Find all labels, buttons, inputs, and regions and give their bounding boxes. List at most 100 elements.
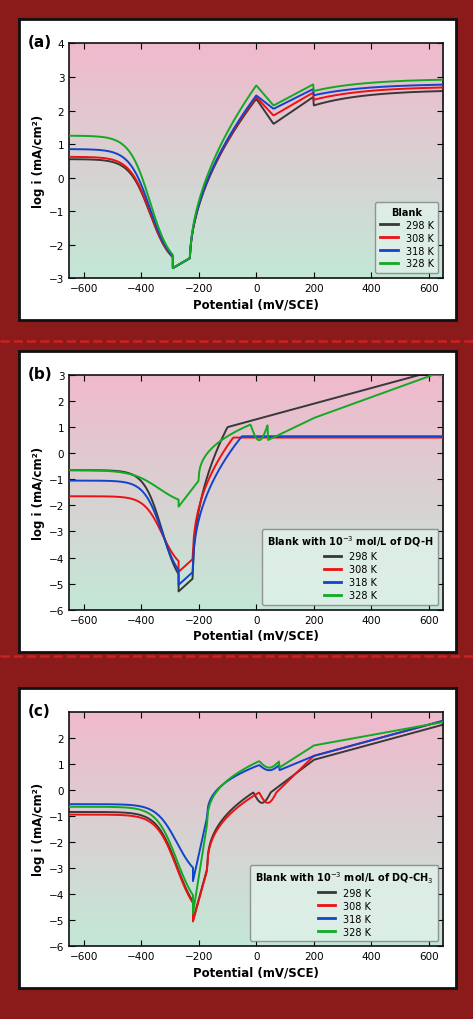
308 K [66,152,72,164]
328 K [170,263,175,275]
Line: 308 K: 308 K [69,438,443,573]
298 K [190,914,196,926]
328 K [139,170,144,182]
328 K [346,79,352,92]
Legend: 298 K, 308 K, 318 K, 328 K: 298 K, 308 K, 318 K, 328 K [263,529,438,605]
328 K [323,738,328,750]
318 K [66,144,72,156]
308 K [353,739,359,751]
318 K [287,431,293,443]
Line: 328 K: 328 K [69,722,443,914]
298 K [66,154,72,166]
298 K [152,818,158,830]
328 K [313,86,319,98]
X-axis label: Potential (mV/SCE): Potential (mV/SCE) [193,965,319,978]
318 K [224,451,230,464]
328 K [317,739,323,751]
308 K [287,432,293,444]
Text: (b): (b) [27,367,53,381]
328 K [353,732,359,744]
Text: (a): (a) [27,36,52,50]
328 K [236,766,242,779]
318 K [139,179,144,192]
328 K [348,399,354,412]
Y-axis label: log i (mA/cm²): log i (mA/cm²) [32,783,45,875]
298 K [236,797,242,809]
308 K [66,490,72,502]
298 K [348,388,354,400]
308 K [236,801,242,813]
298 K [440,86,446,98]
308 K [139,184,144,197]
308 K [307,90,313,102]
Line: 328 K: 328 K [69,376,443,507]
Line: 328 K: 328 K [69,81,443,269]
328 K [176,501,182,514]
Legend: 298 K, 308 K, 318 K, 328 K: 298 K, 308 K, 318 K, 328 K [376,203,438,274]
318 K [66,798,72,810]
318 K [152,807,158,819]
328 K [219,137,225,149]
318 K [239,431,245,443]
328 K [440,74,446,87]
308 K [310,432,316,444]
328 K [283,94,289,106]
298 K [353,743,359,755]
328 K [142,475,148,487]
318 K [219,144,225,156]
Line: 298 K: 298 K [69,725,443,920]
Text: (c): (c) [27,703,51,717]
Line: 298 K: 298 K [69,92,443,269]
308 K [440,83,446,95]
Line: 318 K: 318 K [69,437,443,585]
308 K [323,747,328,759]
298 K [317,752,323,764]
318 K [317,748,323,760]
318 K [142,489,148,501]
298 K [417,370,422,382]
328 K [307,81,313,93]
318 K [440,715,446,728]
328 K [66,465,72,477]
308 K [190,915,196,927]
298 K [176,586,182,598]
298 K [346,93,352,105]
298 K [313,100,319,112]
308 K [316,432,322,444]
298 K [66,465,72,477]
308 K [440,715,446,728]
298 K [323,751,328,763]
328 K [316,411,322,423]
318 K [349,431,355,443]
Y-axis label: log i (mA/cm²): log i (mA/cm²) [32,446,45,539]
328 K [152,812,158,824]
298 K [139,186,144,199]
308 K [295,765,300,777]
308 K [346,88,352,100]
298 K [316,396,322,409]
328 K [66,130,72,143]
Line: 318 K: 318 K [69,86,443,269]
328 K [430,370,436,382]
318 K [295,757,300,769]
308 K [170,263,175,275]
298 K [283,110,289,122]
328 K [287,424,292,436]
298 K [440,370,446,382]
298 K [440,718,446,731]
X-axis label: Potential (mV/SCE): Potential (mV/SCE) [193,629,319,642]
308 K [176,567,182,579]
308 K [317,748,323,760]
318 K [66,475,72,487]
318 K [310,431,316,443]
298 K [142,481,148,493]
328 K [66,801,72,813]
308 K [283,103,289,115]
308 K [66,809,72,821]
318 K [307,86,313,98]
308 K [152,820,158,833]
318 K [176,579,182,591]
318 K [440,79,446,92]
Line: 308 K: 308 K [69,721,443,921]
Y-axis label: log i (mA/cm²): log i (mA/cm²) [32,115,45,208]
